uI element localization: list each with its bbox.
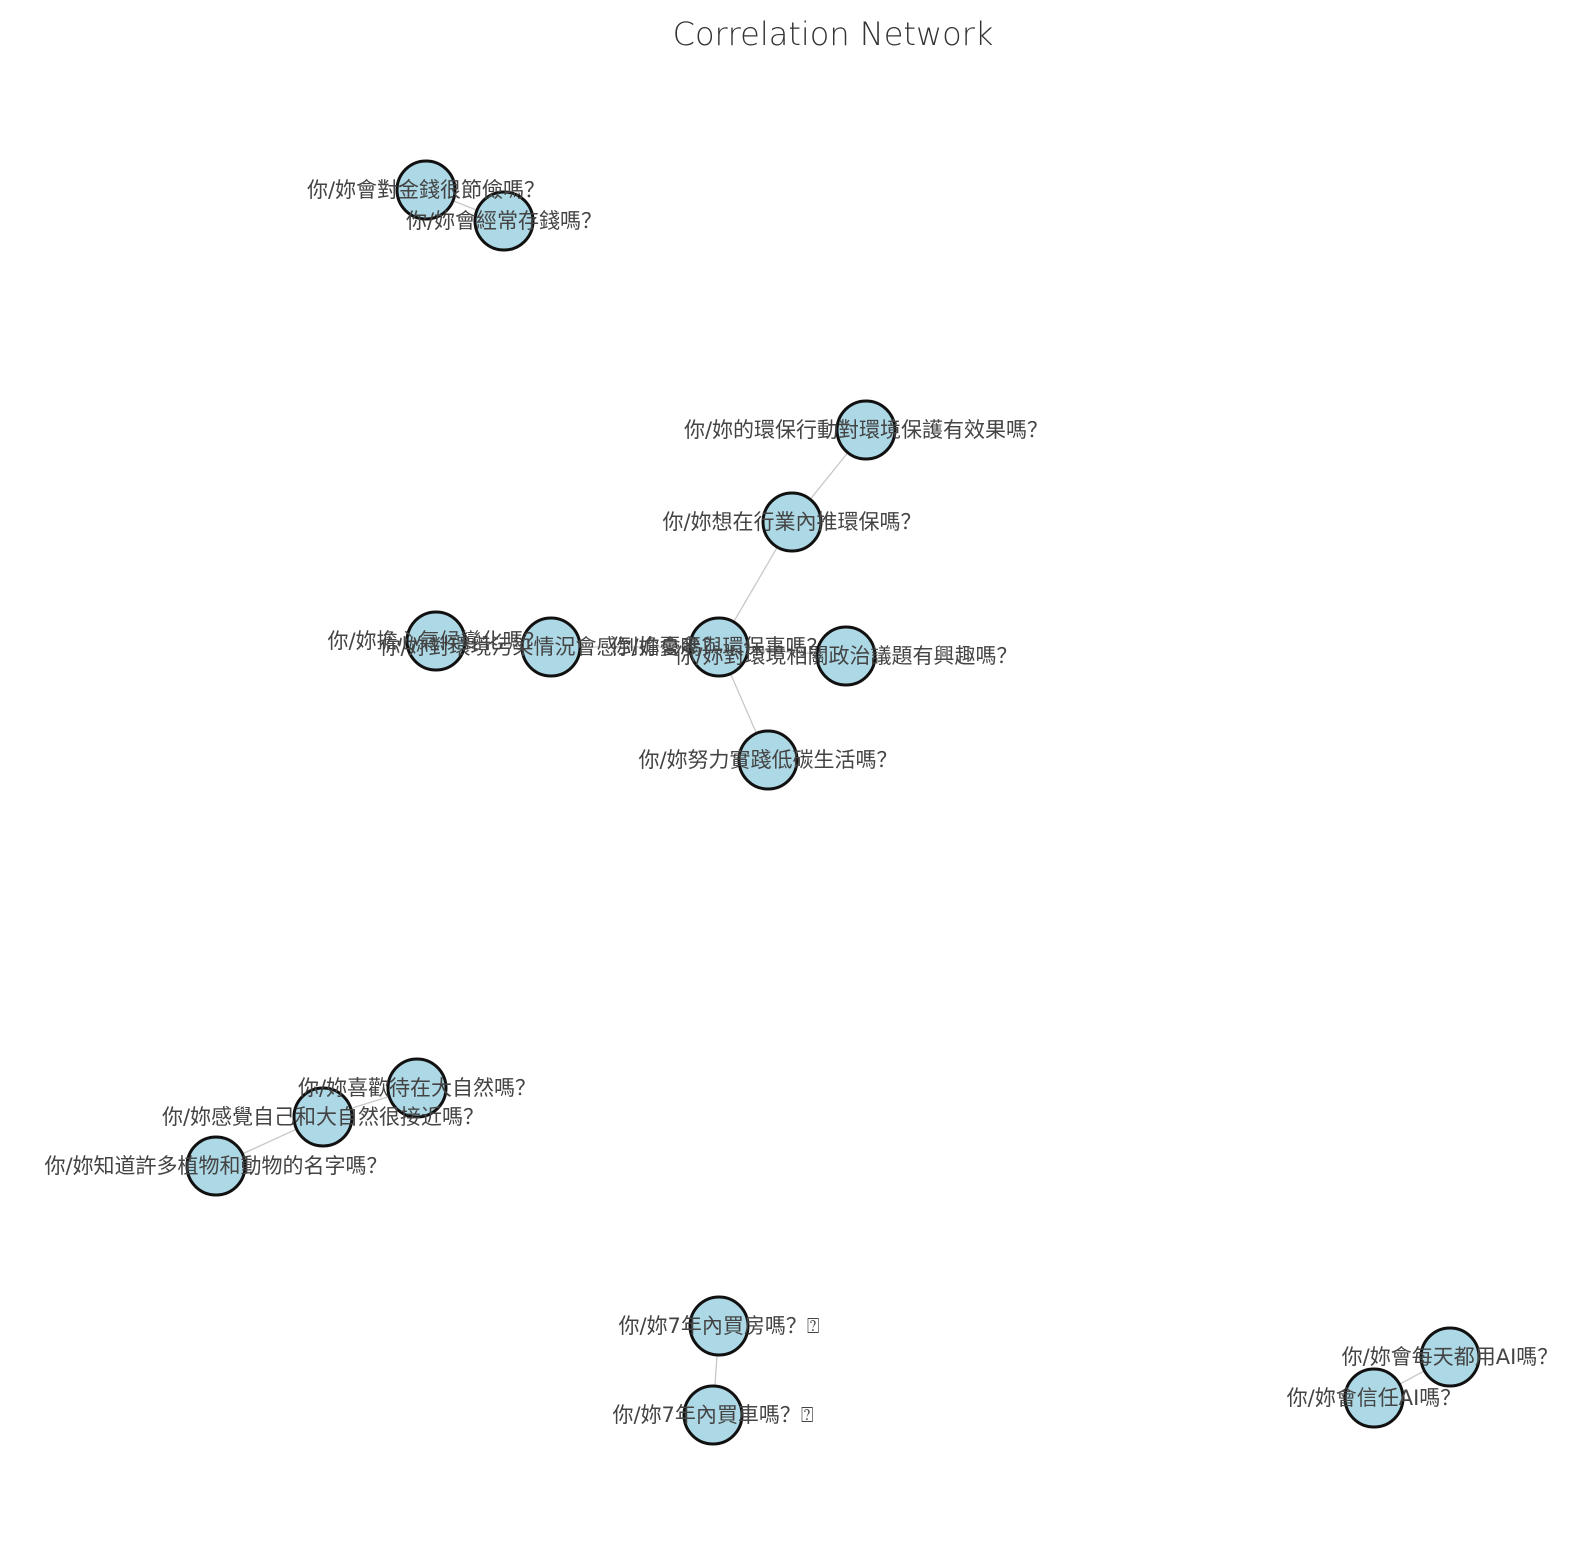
node-label-n7: 你/妳會參與環保事嗎？ <box>610 635 827 659</box>
node-label-n16: 你/妳會信任AI嗎？ <box>1287 1386 1462 1410</box>
node-label-n10: 你/妳喜歡待在大自然嗎？ <box>298 1076 536 1100</box>
node-circle-n2[interactable] <box>473 190 535 252</box>
node-label-n2: 你/妳會經常存錢嗎？ <box>406 209 602 233</box>
node-label-n8: 你/妳對環境相關政治議題有興趣嗎？ <box>674 644 1017 668</box>
node-circle-n5[interactable] <box>405 610 467 672</box>
node-circle-n8[interactable] <box>815 625 877 687</box>
node-circle-n11[interactable] <box>292 1086 354 1148</box>
node-label-n6: 你/妳對環境污染情況會感到擔憂嗎？ <box>379 635 722 659</box>
node-circle-n12[interactable] <box>185 1135 247 1197</box>
node-circle-n7[interactable] <box>688 616 750 678</box>
node-label-n1: 你/妳會對金錢很節儉嗎？ <box>307 178 545 202</box>
node-circle-n14[interactable] <box>682 1384 744 1446</box>
node-label-n13: 你/妳7年內買房嗎？⍰ <box>618 1314 819 1338</box>
node-circle-n13[interactable] <box>688 1295 750 1357</box>
node-circle-n10[interactable] <box>386 1057 448 1119</box>
node-label-n11: 你/妳感覺自己和大自然很接近嗎？ <box>162 1105 484 1129</box>
node-circle-n6[interactable] <box>520 616 582 678</box>
page-title: Correlation Network <box>673 15 994 53</box>
node-circle-n1[interactable] <box>395 159 457 221</box>
node-circle-n3[interactable] <box>835 399 897 461</box>
node-circle-n9[interactable] <box>737 729 799 791</box>
node-label-n12: 你/妳知道許多植物和動物的名字嗎？ <box>44 1154 387 1178</box>
node-circle-n15[interactable] <box>1419 1326 1481 1388</box>
node-circle-n4[interactable] <box>761 491 823 553</box>
node-label-n14: 你/妳7年內買車嗎？⍰ <box>612 1403 813 1427</box>
node-label-n9: 你/妳努力實踐低碳生活嗎？ <box>638 748 897 772</box>
node-label-n3: 你/妳的環保行動對環境保護有效果嗎？ <box>684 418 1048 442</box>
node-label-n15: 你/妳會每天都用AI嗎？ <box>1342 1345 1559 1369</box>
node-label-n4: 你/妳想在行業內推環保嗎？ <box>662 510 921 534</box>
nodes-layer: 你/妳會對金錢很節儉嗎？ 你/妳會經常存錢嗎？ 你/妳的環保行動對環境保護有效果嗎？… <box>44 159 1559 1446</box>
node-circle-n16[interactable] <box>1343 1367 1405 1429</box>
node-label-n5: 你/妳擔心氣候變化嗎？ <box>327 629 544 653</box>
edges-layer <box>215 189 1451 1416</box>
